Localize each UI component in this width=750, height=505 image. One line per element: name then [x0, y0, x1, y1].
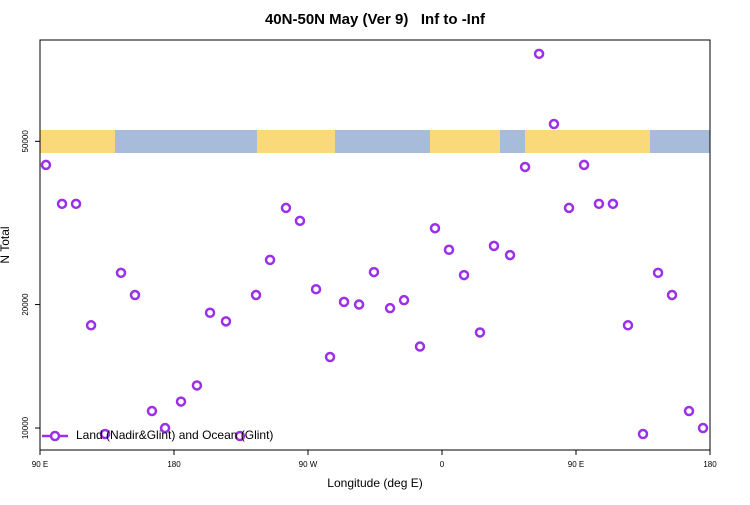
point — [99, 428, 111, 440]
point — [533, 48, 545, 60]
point — [488, 240, 500, 252]
x-tick-label: 90 E — [32, 460, 48, 469]
point — [220, 316, 232, 327]
ocean — [500, 130, 525, 153]
point — [414, 341, 426, 352]
point — [56, 198, 68, 210]
y-tick-label: 20000 — [21, 293, 30, 316]
point — [85, 320, 97, 331]
ocean — [335, 130, 430, 153]
x-tick-label: 0 — [440, 460, 445, 469]
point — [353, 299, 365, 310]
point — [234, 430, 246, 442]
point — [607, 198, 619, 210]
point — [593, 198, 605, 210]
map-band — [40, 130, 710, 153]
point — [280, 202, 292, 214]
plot-frame — [39, 39, 711, 451]
point — [458, 269, 470, 281]
point — [368, 266, 380, 278]
point — [70, 198, 82, 210]
point — [191, 380, 203, 391]
x-tick-label: 90 W — [299, 460, 318, 469]
x-axis-label: Longitude (deg E) — [327, 476, 422, 490]
point — [159, 422, 171, 434]
point — [338, 296, 350, 308]
point — [398, 294, 410, 306]
y-tick-label: 50000 — [21, 130, 30, 153]
point — [384, 302, 396, 314]
point — [504, 249, 516, 261]
point — [697, 422, 709, 434]
legend-label: Land (Nadir&Glint) and Ocean (Glint) — [76, 428, 273, 442]
point — [310, 283, 322, 295]
ocean — [650, 130, 710, 153]
point — [294, 215, 306, 227]
point — [324, 351, 336, 363]
x-tick-label: 90 E — [568, 460, 584, 469]
point — [264, 254, 276, 266]
point — [666, 289, 678, 301]
y-tick-label: 10000 — [21, 416, 30, 439]
x-tick-label: 180 — [703, 460, 717, 469]
point — [250, 289, 262, 301]
point — [563, 202, 575, 214]
point — [548, 118, 560, 130]
point — [578, 159, 590, 171]
point — [519, 161, 531, 173]
point — [652, 267, 664, 279]
point — [622, 320, 634, 331]
point — [429, 222, 441, 234]
point — [474, 327, 486, 338]
legend-marker — [49, 430, 61, 442]
point — [146, 405, 158, 417]
point — [637, 428, 649, 440]
point — [40, 159, 52, 171]
chart-title: 40N-50N May (Ver 9) Inf to -Inf — [265, 11, 486, 28]
y-axis-label: N Total — [0, 226, 12, 263]
point — [683, 405, 695, 417]
point — [175, 396, 187, 407]
point — [129, 289, 141, 301]
point — [115, 267, 127, 279]
point — [204, 307, 216, 319]
ocean — [115, 130, 257, 153]
x-tick-label: 180 — [167, 460, 181, 469]
point — [443, 244, 455, 256]
